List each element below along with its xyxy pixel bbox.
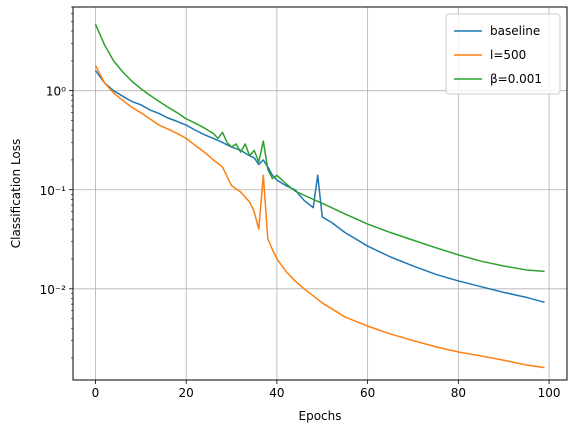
- y-tick-label: 10⁻²: [40, 283, 67, 297]
- legend-box: [445, 13, 561, 95]
- x-tick-label: 0: [92, 386, 100, 400]
- y-tick-label: 10⁻¹: [40, 184, 67, 198]
- legend-label: l=500: [490, 48, 526, 62]
- y-axis-label: Classification Loss: [9, 139, 23, 249]
- x-tick-label: 100: [538, 386, 561, 400]
- legend-label: baseline: [490, 24, 540, 38]
- x-tick-label: 80: [451, 386, 466, 400]
- plot-frame: [72, 6, 568, 381]
- series-line--0-001: [94, 23, 545, 273]
- legend: baseline l=500 β=0.001: [445, 13, 561, 95]
- y-tick-label: 10⁰: [46, 85, 66, 99]
- grid: [73, 7, 567, 380]
- series-line-l-500: [94, 65, 545, 369]
- ticks: 0 20 40 60 80 100 10⁻² 10⁻¹ 10⁰: [40, 6, 561, 400]
- legend-label: β=0.001: [490, 72, 542, 86]
- x-tick-label: 20: [179, 386, 194, 400]
- x-axis-label: Epochs: [299, 409, 342, 423]
- x-tick-label: 60: [360, 386, 375, 400]
- series-line-baseline: [94, 70, 545, 304]
- x-tick-label: 40: [269, 386, 284, 400]
- series-layer: [94, 23, 545, 369]
